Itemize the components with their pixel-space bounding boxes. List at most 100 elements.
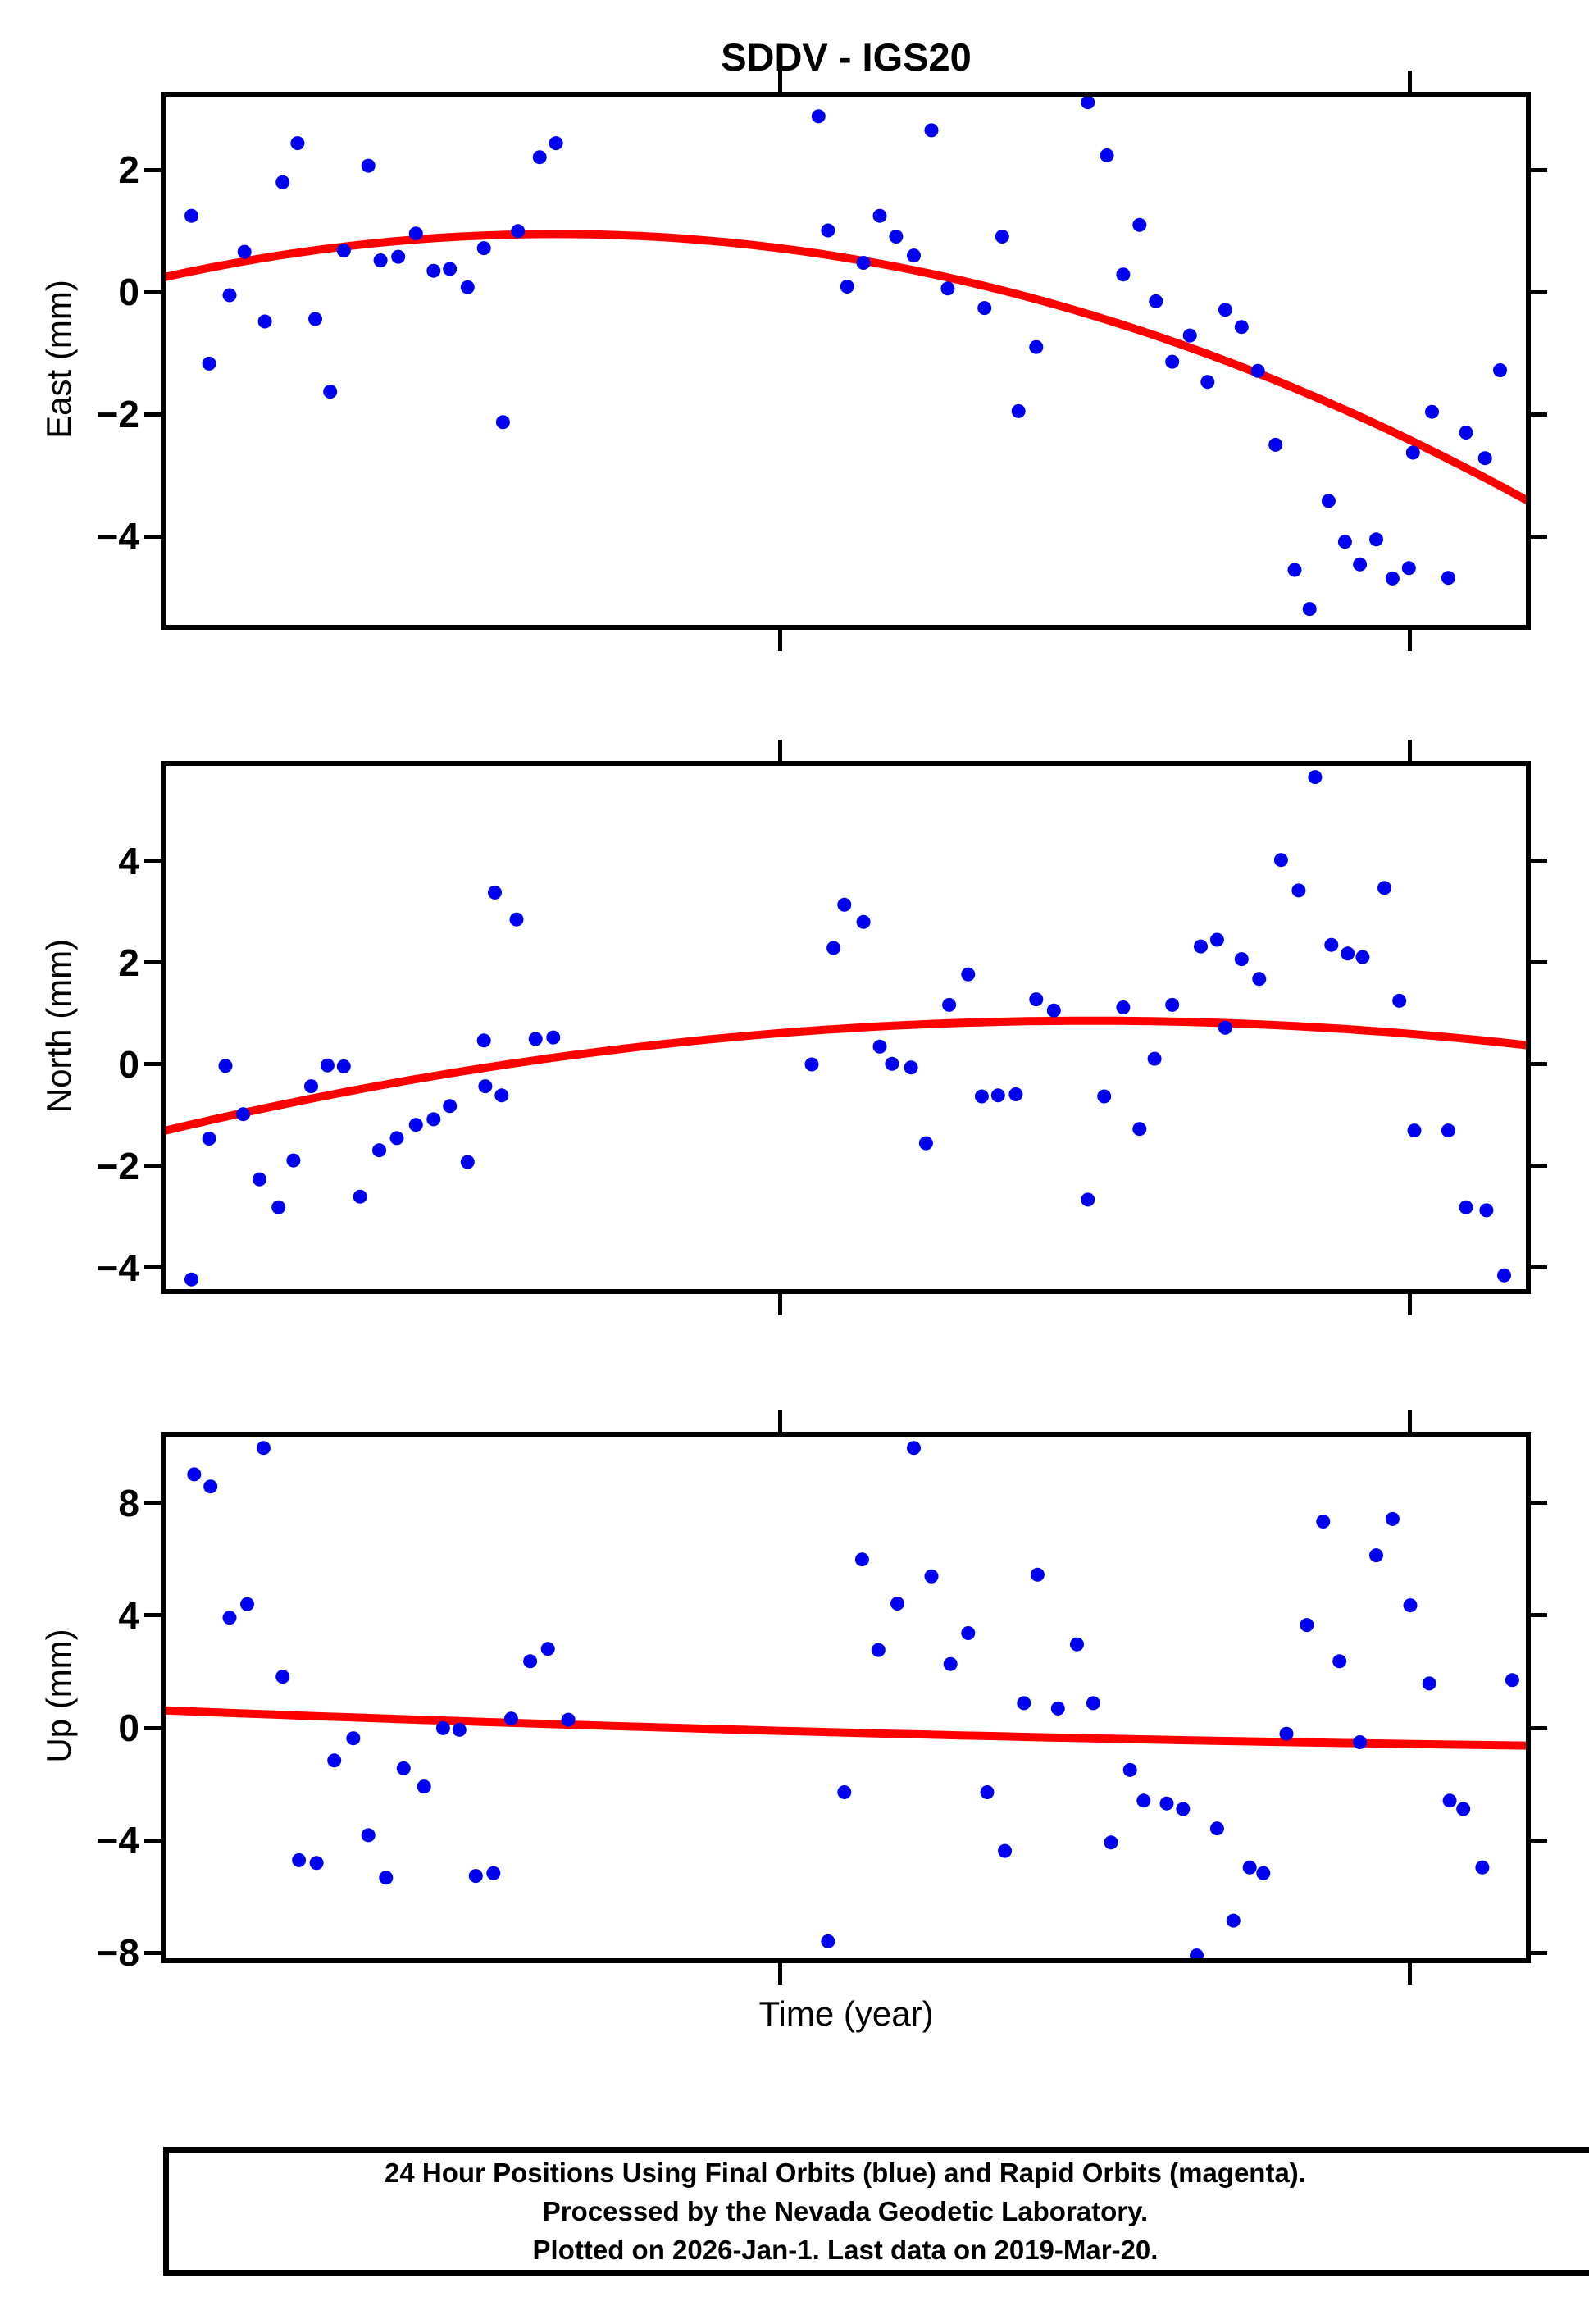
scatter-plot-north bbox=[166, 770, 1526, 1287]
data-point bbox=[995, 230, 1009, 244]
data-point bbox=[1479, 1203, 1494, 1218]
data-point bbox=[1308, 770, 1323, 785]
data-point bbox=[1252, 972, 1267, 987]
data-point bbox=[494, 1088, 509, 1103]
data-point bbox=[961, 1626, 976, 1640]
data-point bbox=[286, 1153, 301, 1168]
data-point bbox=[253, 1172, 266, 1187]
data-point bbox=[826, 941, 841, 955]
data-point bbox=[1176, 1802, 1191, 1816]
data-point bbox=[476, 1033, 491, 1048]
data-point bbox=[885, 1056, 899, 1071]
fit-line-up bbox=[166, 1706, 1526, 1750]
y-tick-label: −8 bbox=[96, 1931, 139, 1975]
data-point bbox=[821, 1934, 835, 1948]
data-point bbox=[236, 1107, 251, 1122]
x-tick bbox=[1408, 630, 1413, 651]
data-point bbox=[435, 1720, 450, 1735]
data-point bbox=[372, 1143, 386, 1158]
data-point bbox=[486, 1866, 501, 1880]
data-point bbox=[1242, 1860, 1257, 1875]
data-point bbox=[222, 1611, 237, 1625]
scatter-plot-east bbox=[166, 97, 1526, 617]
data-point bbox=[1475, 1860, 1490, 1875]
x-tick bbox=[1408, 71, 1413, 92]
data-point bbox=[837, 897, 852, 912]
data-point bbox=[257, 314, 272, 329]
data-point bbox=[1165, 997, 1180, 1012]
data-point bbox=[1209, 1821, 1224, 1836]
data-point bbox=[511, 224, 526, 239]
y-tick-label: 0 bbox=[118, 271, 139, 314]
data-point bbox=[222, 288, 237, 303]
data-point bbox=[426, 263, 441, 278]
data-point bbox=[1029, 339, 1044, 354]
data-point bbox=[290, 136, 305, 151]
data-point bbox=[292, 1852, 307, 1867]
data-point bbox=[468, 1869, 483, 1884]
y-tick-label: 8 bbox=[118, 1481, 139, 1524]
data-point bbox=[323, 385, 338, 399]
data-point bbox=[202, 356, 216, 371]
data-point bbox=[1234, 320, 1249, 335]
data-point bbox=[1190, 1948, 1204, 1958]
x-tick bbox=[1408, 1410, 1413, 1432]
data-point bbox=[1459, 426, 1473, 440]
data-point bbox=[1459, 1200, 1473, 1214]
y-tick bbox=[1526, 534, 1547, 539]
y-tick bbox=[1526, 1725, 1547, 1730]
data-point bbox=[821, 223, 835, 238]
data-point bbox=[523, 1654, 538, 1669]
y-tick bbox=[144, 1613, 166, 1618]
data-point bbox=[1017, 1696, 1031, 1711]
x-tick bbox=[778, 1410, 783, 1432]
y-tick-label: 4 bbox=[118, 1593, 139, 1637]
data-point bbox=[1194, 939, 1208, 954]
data-point bbox=[924, 123, 939, 138]
data-point bbox=[977, 301, 992, 316]
data-point bbox=[1505, 1673, 1519, 1688]
y-tick-label: 2 bbox=[118, 148, 139, 192]
y-tick-label: −2 bbox=[96, 1144, 139, 1187]
data-point bbox=[528, 1032, 543, 1046]
y-tick bbox=[1526, 1950, 1547, 1955]
y-tick bbox=[1526, 412, 1547, 417]
data-point bbox=[203, 1479, 218, 1494]
data-point bbox=[1441, 1123, 1455, 1138]
data-point bbox=[1279, 1726, 1294, 1741]
data-point bbox=[1182, 328, 1197, 343]
data-point bbox=[1122, 1762, 1137, 1777]
y-tick-label: 2 bbox=[118, 941, 139, 984]
data-point bbox=[546, 1030, 561, 1045]
y-tick-label: −2 bbox=[96, 393, 139, 436]
y-tick bbox=[1526, 167, 1547, 172]
data-point bbox=[202, 1132, 216, 1146]
data-point bbox=[184, 1272, 198, 1287]
y-tick bbox=[1526, 1501, 1547, 1506]
data-point bbox=[1441, 571, 1455, 586]
data-point bbox=[1385, 1511, 1400, 1526]
data-point bbox=[426, 1112, 441, 1127]
data-point bbox=[1377, 881, 1391, 895]
data-point bbox=[1218, 303, 1232, 317]
data-point bbox=[443, 262, 458, 276]
panel-border-up bbox=[161, 1432, 1531, 1963]
y-tick bbox=[1526, 1164, 1547, 1169]
data-point bbox=[1086, 1696, 1100, 1711]
data-point bbox=[308, 312, 322, 326]
data-point bbox=[309, 1856, 324, 1871]
data-point bbox=[1268, 437, 1283, 452]
data-point bbox=[943, 1656, 958, 1671]
data-point bbox=[540, 1642, 555, 1656]
scatter-plot-up bbox=[166, 1441, 1526, 1958]
footer-box: 24 Hour Positions Using Final Orbits (bl… bbox=[163, 2147, 1589, 2276]
data-point bbox=[408, 1118, 423, 1132]
data-point bbox=[373, 253, 388, 267]
data-point bbox=[1136, 1793, 1151, 1808]
data-point bbox=[379, 1871, 394, 1885]
y-tick bbox=[144, 1164, 166, 1169]
y-tick-label: −4 bbox=[96, 1246, 139, 1289]
y-tick bbox=[1526, 1265, 1547, 1270]
data-point bbox=[1401, 561, 1416, 576]
data-point bbox=[1070, 1637, 1084, 1652]
